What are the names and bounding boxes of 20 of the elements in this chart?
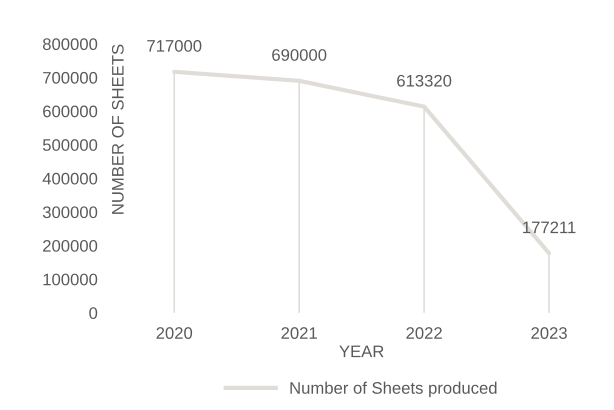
- data-label: 177211: [523, 221, 576, 234]
- y-tick-label: 800000: [42, 38, 98, 50]
- x-tick-label: 2023: [531, 327, 567, 339]
- y-tick-label: 200000: [43, 240, 98, 252]
- legend-label: Number of Sheets produced: [290, 382, 496, 398]
- data-label: 613320: [397, 74, 452, 87]
- y-tick-label: 600000: [43, 106, 98, 118]
- y-tick-label: 400000: [42, 172, 98, 185]
- data-label: 690000: [272, 49, 326, 61]
- x-tick-label: 2020: [156, 327, 192, 339]
- y-tick-label: 300000: [42, 206, 98, 218]
- y-tick-label: 500000: [42, 139, 98, 151]
- y-tick-label: 0: [89, 307, 98, 320]
- y-tick-label: 700000: [43, 72, 98, 84]
- data-label: 717000: [147, 40, 202, 52]
- y-tick-label: 100000: [44, 274, 98, 286]
- x-axis-title: YEAR: [339, 346, 384, 358]
- x-tick-label: 2022: [406, 327, 442, 339]
- y-axis-title: NUMBER OF SHEETS: [112, 44, 124, 214]
- x-tick-label: 2021: [281, 327, 317, 339]
